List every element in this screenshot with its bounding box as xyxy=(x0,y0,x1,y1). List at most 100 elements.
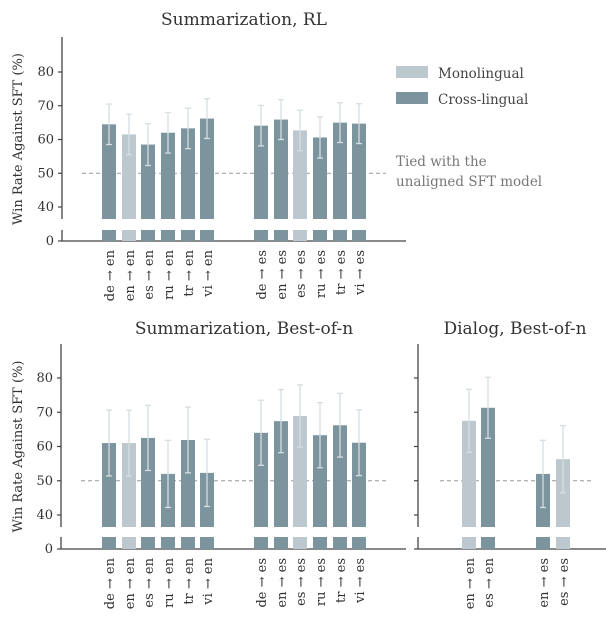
bar-base xyxy=(274,537,288,549)
bar-base xyxy=(102,230,116,241)
bar-base xyxy=(556,537,570,549)
y-axis-label: Win Rate Against SFT (%) xyxy=(11,53,26,225)
bar xyxy=(141,144,155,219)
panel-1: Summarization, Best-of-n Win Rate Against… xyxy=(11,319,406,609)
x-tick-label: en → en xyxy=(123,249,138,301)
bar xyxy=(200,118,214,219)
x-tick-label: de → es xyxy=(255,558,270,608)
bar-base xyxy=(333,537,347,549)
tie-annotation-line2: unaligned SFT model xyxy=(396,174,542,190)
bar xyxy=(254,125,268,219)
bar xyxy=(274,421,288,527)
y-tick-label: 80 xyxy=(36,371,53,386)
bar-base xyxy=(536,537,550,549)
bar-base xyxy=(313,230,327,241)
x-tick-label: de → en xyxy=(103,249,118,301)
bar-base xyxy=(181,230,195,241)
tie-annotation-line1: Tied with the xyxy=(396,154,487,170)
x-tick-label: en → es xyxy=(275,558,290,608)
x-tick-label: tr → es xyxy=(334,250,349,295)
y-tick-label: 50 xyxy=(36,474,53,489)
y-tick-label: 60 xyxy=(36,440,53,455)
bar xyxy=(274,119,288,219)
bar-base xyxy=(200,537,214,549)
legend: Monolingual Cross-lingual Tied with the … xyxy=(396,66,542,190)
bar-base xyxy=(102,537,116,549)
legend-swatch-cross-lingual xyxy=(396,92,428,104)
x-tick-label: es → en xyxy=(142,249,157,299)
y-tick-label: 70 xyxy=(36,405,53,420)
x-tick-label: es → en xyxy=(142,557,157,607)
bar xyxy=(181,128,195,219)
legend-swatch-monolingual xyxy=(396,66,428,78)
x-tick-label: de → es xyxy=(255,250,270,300)
x-tick-label: es → es xyxy=(557,558,572,606)
bar xyxy=(462,420,476,527)
x-tick-label: ru → es xyxy=(314,558,329,606)
bar xyxy=(333,122,347,219)
bar xyxy=(161,132,175,219)
bar-base xyxy=(122,537,136,549)
bar xyxy=(181,439,195,527)
y-tick-label: 40 xyxy=(37,200,54,215)
legend-label-monolingual: Monolingual xyxy=(438,66,524,82)
bar-base xyxy=(352,537,366,549)
y-tick-label: 0 xyxy=(45,542,53,557)
x-tick-label: vi → es xyxy=(353,250,368,296)
x-tick-label: ru → en xyxy=(162,249,177,299)
bar-base xyxy=(141,537,155,549)
bar-base xyxy=(254,537,268,549)
bar-base xyxy=(200,230,214,241)
y-tick-label: 0 xyxy=(46,234,54,249)
x-tick-label: en → en xyxy=(123,557,138,609)
bar xyxy=(352,123,366,219)
bar-base xyxy=(181,537,195,549)
x-tick-label: ru → en xyxy=(162,557,177,607)
x-tick-label: tr → en xyxy=(182,557,197,604)
y-tick-label: 80 xyxy=(37,65,54,80)
bar xyxy=(122,443,136,527)
x-tick-label: tr → es xyxy=(334,558,349,603)
y-tick-label: 40 xyxy=(36,508,53,523)
bar-base xyxy=(254,230,268,241)
bar xyxy=(293,416,307,527)
bar-base xyxy=(122,230,136,241)
bar-base xyxy=(161,230,175,241)
bar-base xyxy=(313,537,327,549)
x-tick-label: es → es xyxy=(294,250,309,298)
x-tick-label: en → en xyxy=(463,557,478,609)
y-tick-label: 70 xyxy=(37,99,54,114)
bar xyxy=(254,432,268,527)
panel-0: Summarization, RL Win Rate Against SFT (%… xyxy=(11,10,406,301)
x-tick-label: vi → es xyxy=(353,558,368,604)
bar xyxy=(333,425,347,527)
bar-base xyxy=(293,230,307,241)
x-tick-label: en → es xyxy=(275,250,290,300)
bar xyxy=(352,442,366,527)
bar xyxy=(102,124,116,219)
x-tick-label: ru → es xyxy=(314,250,329,298)
x-tick-label: de → en xyxy=(103,557,118,609)
bar xyxy=(122,134,136,219)
x-tick-label: tr → en xyxy=(182,249,197,296)
panel-title: Dialog, Best-of-n xyxy=(443,319,586,339)
y-tick-label: 50 xyxy=(37,166,54,181)
panel-title: Summarization, RL xyxy=(161,10,327,30)
bar-base xyxy=(293,537,307,549)
x-tick-label: vi → en xyxy=(201,557,216,605)
bar xyxy=(481,407,495,527)
bar-base xyxy=(161,537,175,549)
bar xyxy=(141,437,155,527)
y-axis-label: Win Rate Against SFT (%) xyxy=(11,361,26,533)
bar-base xyxy=(274,230,288,241)
panel-title: Summarization, Best-of-n xyxy=(135,319,353,339)
panel-2: Dialog, Best-of-n en → en es → en en → es es… xyxy=(414,319,606,609)
bar xyxy=(102,443,116,527)
y-tick-label: 60 xyxy=(37,133,54,148)
bar-base xyxy=(352,230,366,241)
bar-base xyxy=(333,230,347,241)
legend-label-cross-lingual: Cross-lingual xyxy=(438,92,528,108)
x-tick-label: es → es xyxy=(294,558,309,606)
bar xyxy=(313,435,327,527)
